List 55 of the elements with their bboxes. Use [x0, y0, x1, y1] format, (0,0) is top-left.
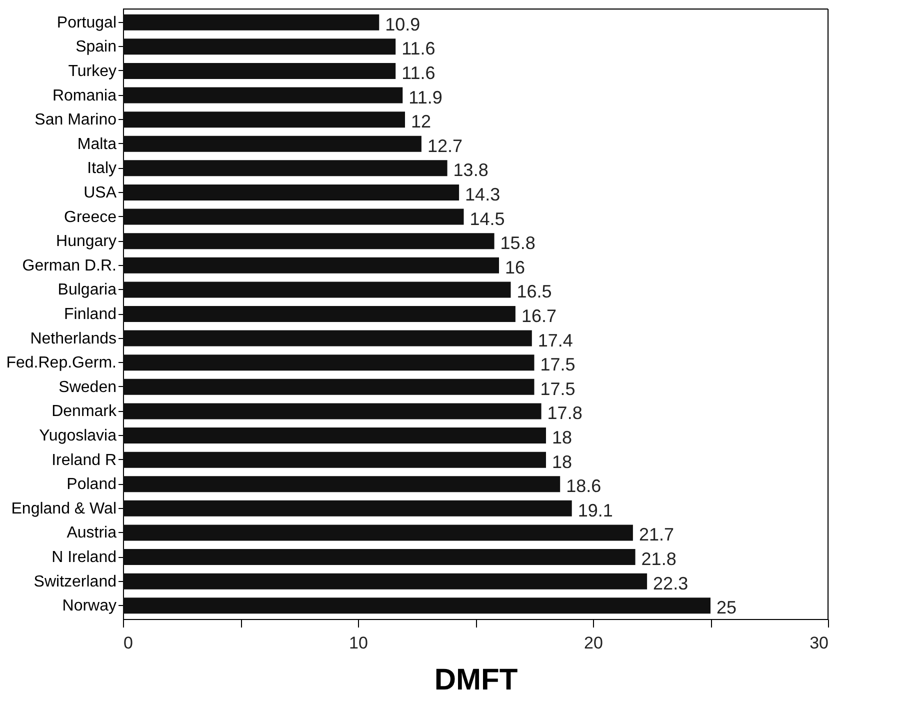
y-tick-label: Turkey [68, 62, 116, 80]
data-label: 17.8 [547, 403, 582, 424]
data-label: 16.7 [521, 306, 556, 326]
y-tick-label: San Marino [34, 112, 117, 129]
data-label: 17.4 [538, 330, 573, 350]
data-label: 18.6 [566, 476, 602, 496]
data-label: 11.9 [408, 87, 442, 108]
data-label: 16 [505, 257, 526, 278]
data-label: 18 [552, 452, 572, 472]
data-label: 14.3 [465, 184, 500, 204]
data-label: 13.8 [453, 160, 488, 180]
y-tick-label: Norway [62, 598, 116, 615]
data-label: 21.8 [641, 549, 676, 570]
data-label: 21.7 [638, 524, 674, 545]
data-label: 19.1 [578, 500, 613, 520]
y-tick-label: Austria [66, 524, 117, 542]
y-tick-label: Romania [52, 87, 117, 104]
y-tick-label: German D.R. [22, 257, 116, 274]
data-label: 17.5 [540, 354, 576, 375]
data-label: 17.5 [540, 378, 576, 399]
data-label: 16.5 [516, 282, 552, 302]
y-tick-label: Denmark [52, 403, 118, 420]
y-tick-label: Finland [64, 306, 116, 323]
y-tick-label: Hungary [56, 233, 116, 250]
y-tick-label: England & Wal [11, 500, 116, 518]
data-label: 14.5 [470, 208, 505, 229]
x-tick-label: 30 [810, 634, 828, 652]
y-tick-label: Poland [66, 476, 116, 494]
y-tick-label: Netherlands [30, 330, 116, 348]
data-label: 25 [716, 598, 737, 618]
y-tick-label: Portugal [56, 14, 116, 32]
y-tick-label: Sweden [58, 378, 116, 396]
y-tick-label: Switzerland [34, 573, 116, 590]
y-tick-label: Italy [87, 160, 116, 178]
data-label: 12 [411, 112, 432, 132]
y-tick-label: Bulgaria [58, 282, 117, 299]
y-tick-label: Greece [64, 208, 117, 226]
y-tick-label: Spain [76, 38, 116, 56]
x-axis-title: DMFT [434, 664, 518, 696]
data-label: 11.6 [402, 38, 436, 59]
y-tick-label: Fed.Rep.Germ. [6, 354, 116, 372]
data-label: 15.8 [500, 233, 536, 254]
y-tick-label: Ireland R [52, 452, 116, 469]
data-label: 18 [552, 428, 572, 448]
data-label: 10.9 [385, 14, 420, 34]
x-tick-label: 10 [349, 634, 368, 652]
data-label: 12.7 [427, 136, 462, 156]
y-tick-label: Malta [77, 136, 117, 153]
data-label: 22.3 [653, 573, 688, 594]
x-tick-label: 0 [124, 634, 133, 652]
x-tick-label: 20 [584, 634, 603, 652]
y-tick-label: N Ireland [52, 549, 116, 566]
data-label: 11.6 [402, 62, 436, 83]
y-tick-label: Yugoslavia [39, 428, 117, 445]
y-tick-label: USA [84, 184, 117, 202]
